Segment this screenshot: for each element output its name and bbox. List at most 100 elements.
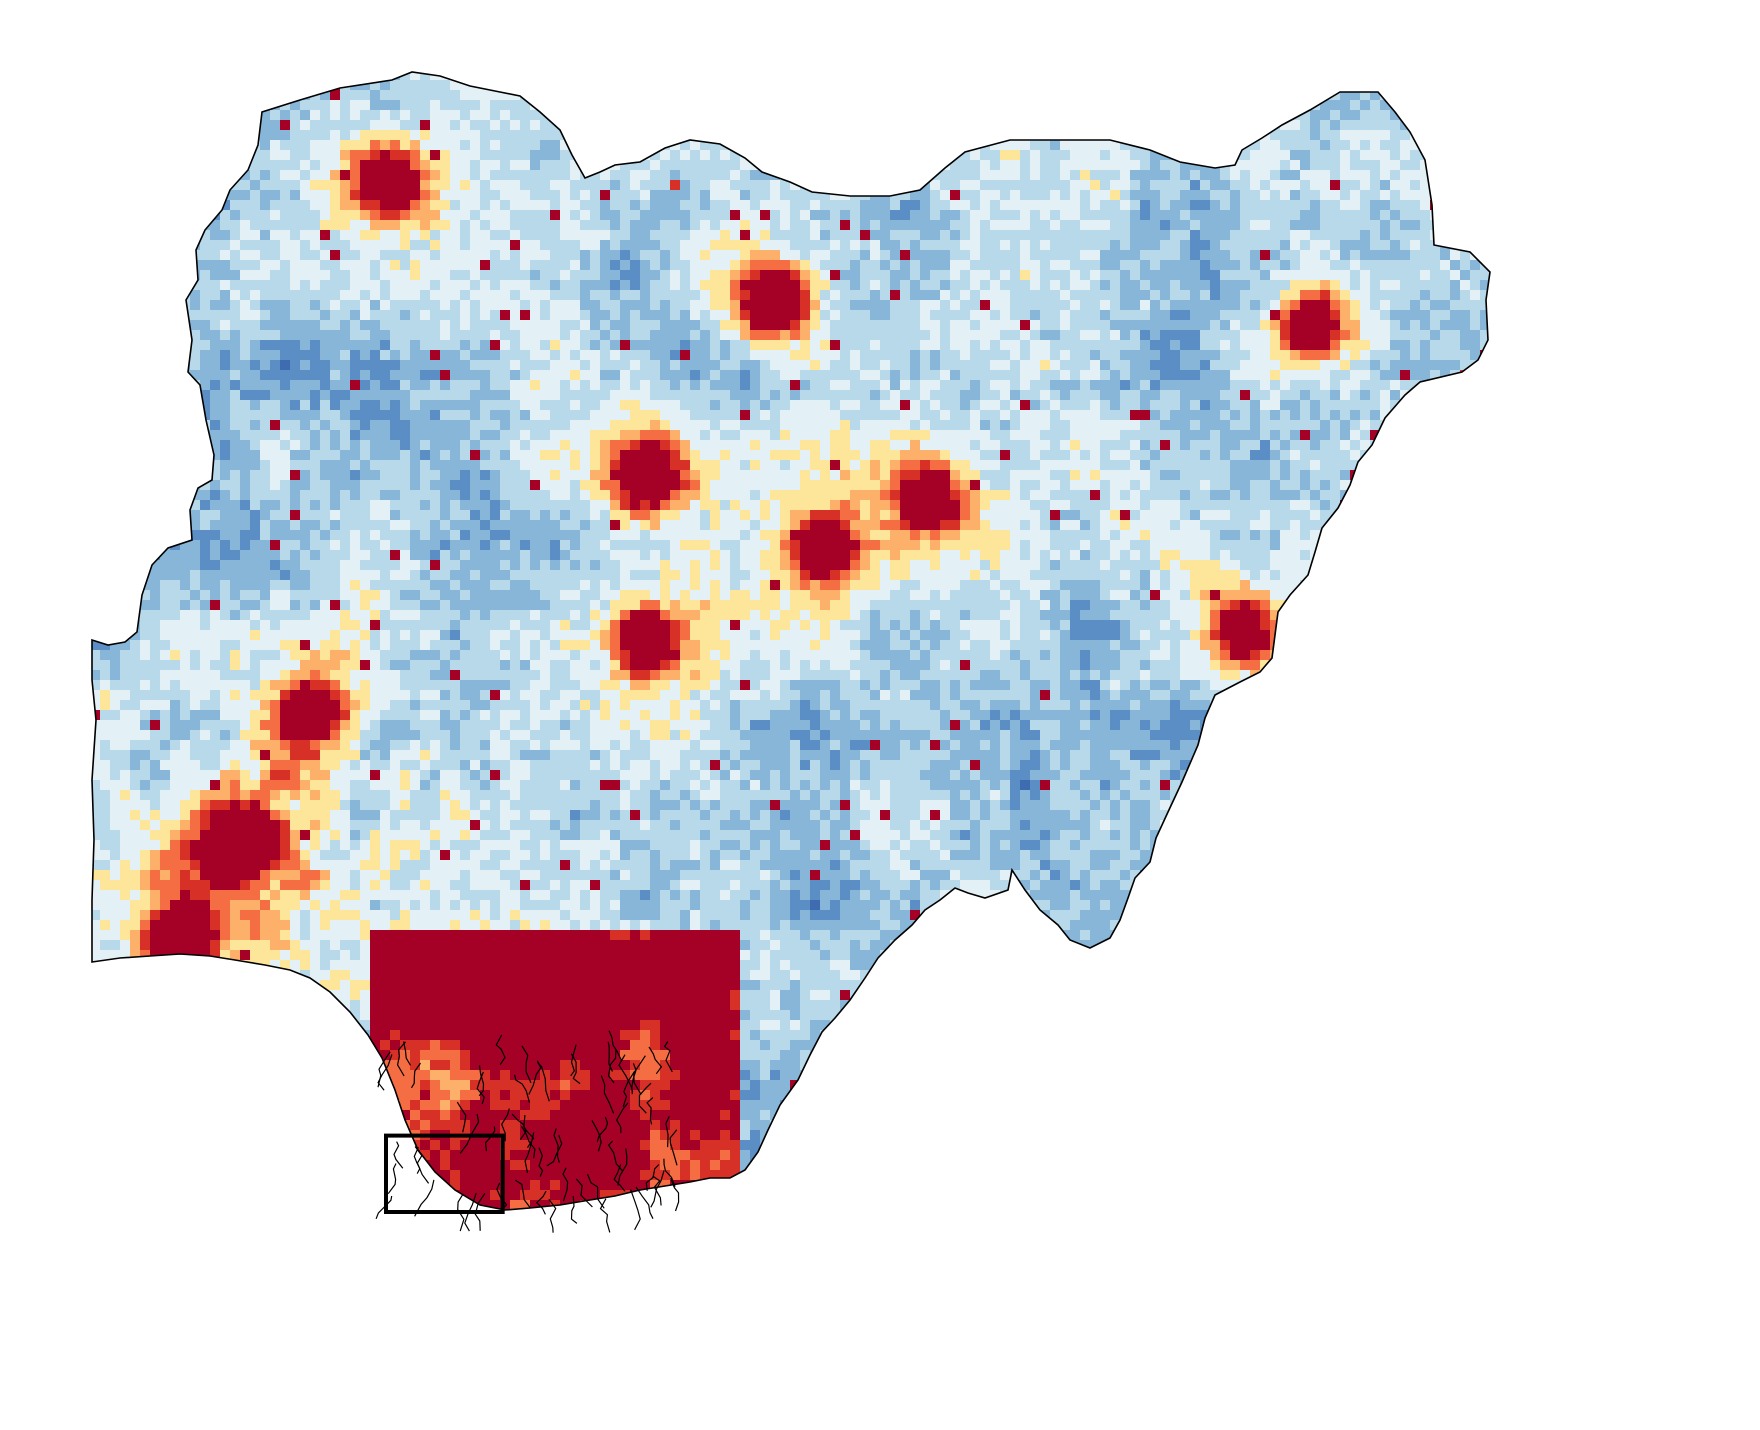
raster-cell [610,120,620,130]
raster-cell [470,100,480,110]
raster-cell [620,60,630,70]
raster-cell [920,360,930,370]
raster-cell [1090,290,1100,300]
raster-cell [540,120,550,130]
raster-cell [860,260,870,270]
raster-cell [1160,340,1170,350]
raster-cell [680,90,690,100]
raster-cell [1130,340,1140,350]
raster-cell [500,290,510,300]
raster-cell [480,90,490,100]
raster-cell [150,300,160,310]
raster-cell [440,120,450,130]
raster-cell [1070,80,1080,90]
raster-cell [1220,190,1230,200]
raster-cell [370,260,380,270]
raster-cell [840,230,850,240]
raster-cell [110,90,120,100]
raster-cell [170,230,180,240]
raster-cell [400,130,410,140]
raster-cell [360,250,370,260]
raster-cell [80,170,90,180]
raster-cell [800,340,810,350]
raster-cell [1360,250,1370,260]
raster-cell [300,180,310,190]
raster-cell [360,220,370,230]
raster-cell [920,300,930,310]
raster-cell [1270,60,1280,70]
raster-cell [580,140,590,150]
raster-cell [120,390,130,400]
raster-cell [290,110,300,120]
raster-cell [900,140,910,150]
raster-cell [1340,140,1350,150]
raster-cell [200,210,210,220]
raster-cell [760,320,770,330]
raster-cell [800,350,810,360]
raster-cell [920,220,930,230]
raster-cell [700,310,710,320]
raster-cell [1480,200,1490,210]
raster-cell [1350,110,1360,120]
raster-cell [1490,80,1500,90]
raster-cell [780,310,790,320]
raster-cell [1440,220,1450,230]
raster-cell [420,310,430,320]
raster-cell [720,370,730,380]
raster-cell [1180,400,1190,410]
raster-cell [160,380,170,390]
raster-cell [1450,330,1460,340]
raster-cell [1290,150,1300,160]
raster-cell [1240,100,1250,110]
raster-cell [260,180,270,190]
raster-cell [260,140,270,150]
raster-cell [250,370,260,380]
raster-cell [630,120,640,130]
raster-cell [530,250,540,260]
raster-cell [240,140,250,150]
raster-cell [1150,390,1160,400]
raster-cell [930,240,940,250]
raster-cell [630,310,640,320]
raster-cell [1050,72,1060,80]
raster-cell [800,80,810,90]
raster-cell [870,220,880,230]
raster-cell [100,120,110,130]
raster-cell [1030,160,1040,170]
raster-cell [720,380,730,390]
raster-cell [950,130,960,140]
raster-cell [620,250,630,260]
raster-cell [810,140,820,150]
raster-cell [280,410,290,420]
raster-cell [1060,100,1070,110]
raster-cell [290,390,300,400]
raster-cell [300,130,310,140]
raster-cell [370,120,380,130]
raster-cell [460,130,470,140]
raster-cell [840,180,850,190]
raster-cell [530,230,540,240]
raster-cell [140,90,150,100]
raster-cell [1340,72,1350,80]
raster-cell [580,360,590,370]
raster-cell [1490,370,1500,380]
raster-cell [680,340,690,350]
raster-cell [150,110,160,120]
raster-cell [1000,150,1010,160]
raster-cell [710,360,720,370]
raster-cell [880,140,890,150]
raster-cell [160,250,170,260]
raster-cell [390,350,400,360]
raster-cell [1480,320,1490,330]
raster-cell [190,350,200,360]
raster-cell [280,350,290,360]
raster-cell [770,310,780,320]
raster-cell [1290,100,1300,110]
raster-cell [210,250,220,260]
raster-cell [150,210,160,220]
raster-cell [1490,230,1500,240]
raster-cell [630,110,640,120]
raster-cell [990,100,1000,110]
raster-cell [1310,260,1320,270]
raster-cell [1030,150,1040,160]
